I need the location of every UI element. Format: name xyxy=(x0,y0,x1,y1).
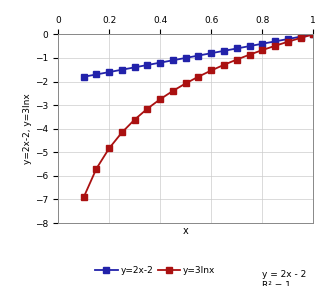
y=3lnx xyxy=(133,118,137,121)
Y-axis label: y=2x-2, y=3lnx: y=2x-2, y=3lnx xyxy=(23,93,32,164)
y=2x-2 xyxy=(133,66,137,69)
y=3lnx xyxy=(196,75,200,78)
y=2x-2 xyxy=(171,59,175,62)
y=2x-2 xyxy=(158,61,162,64)
y=3lnx xyxy=(145,107,149,110)
y=3lnx xyxy=(82,196,86,199)
y=3lnx xyxy=(120,131,124,134)
y=3lnx xyxy=(184,82,188,85)
y=3lnx xyxy=(299,36,303,40)
y=3lnx xyxy=(260,48,264,52)
Text: y = 2x - 2
R² = 1: y = 2x - 2 R² = 1 xyxy=(262,270,307,286)
y=2x-2 xyxy=(107,70,111,74)
y=2x-2 xyxy=(311,33,315,36)
y=2x-2 xyxy=(222,49,226,53)
y=3lnx xyxy=(158,98,162,101)
y=2x-2 xyxy=(95,73,99,76)
y=3lnx xyxy=(222,63,226,67)
y=2x-2 xyxy=(247,44,251,48)
y=3lnx xyxy=(171,89,175,93)
y=2x-2 xyxy=(145,63,149,67)
y=2x-2 xyxy=(260,42,264,45)
y=3lnx xyxy=(235,58,239,61)
y=2x-2 xyxy=(299,35,303,38)
y=2x-2 xyxy=(209,51,213,55)
y=3lnx xyxy=(273,44,277,47)
y=2x-2 xyxy=(273,40,277,43)
X-axis label: x: x xyxy=(183,226,189,236)
Line: y=3lnx: y=3lnx xyxy=(81,31,316,200)
y=3lnx xyxy=(95,167,99,170)
y=3lnx xyxy=(247,53,251,56)
Line: y=2x-2: y=2x-2 xyxy=(81,31,316,80)
y=2x-2 xyxy=(286,37,290,41)
y=2x-2 xyxy=(120,68,124,72)
y=3lnx xyxy=(286,40,290,43)
y=3lnx xyxy=(311,33,315,36)
y=2x-2 xyxy=(235,47,239,50)
y=3lnx xyxy=(107,146,111,150)
y=2x-2 xyxy=(82,75,86,78)
Legend: y=2x-2, y=3lnx: y=2x-2, y=3lnx xyxy=(91,263,219,279)
y=2x-2 xyxy=(196,54,200,57)
y=2x-2 xyxy=(184,56,188,60)
y=3lnx xyxy=(209,69,213,72)
